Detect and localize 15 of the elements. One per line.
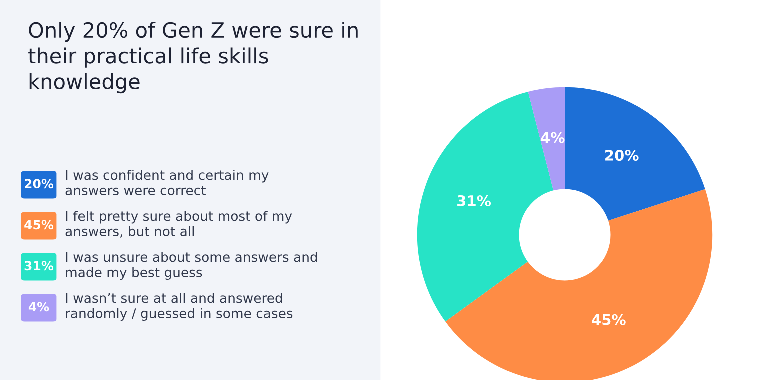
legend-label: I was confident and certain my answers were correct: [66, 170, 269, 196]
text: 31%: [24, 261, 54, 271]
chart-title: Only 20% of Gen Z were sure in their practical life skills knowledge: [28, 22, 358, 94]
donut-slice: [528, 87, 565, 191]
legend-label: I wasn’t sure at all and answered randomly / guessed in some cases: [66, 293, 293, 322]
data-label: 45%: [592, 314, 626, 326]
text: 20%: [25, 179, 54, 189]
legend-label: I was unsure about some answers and made my best guess: [66, 252, 318, 280]
data-label: 20%: [606, 150, 639, 162]
donut-slice: [565, 87, 706, 221]
data-label: 31%: [458, 195, 492, 206]
text: 4%: [28, 302, 50, 312]
legend-label: I felt pretty sure about most of my answers, but not all: [66, 211, 292, 238]
text: 45%: [24, 220, 54, 230]
data-label: 4%: [541, 132, 565, 144]
